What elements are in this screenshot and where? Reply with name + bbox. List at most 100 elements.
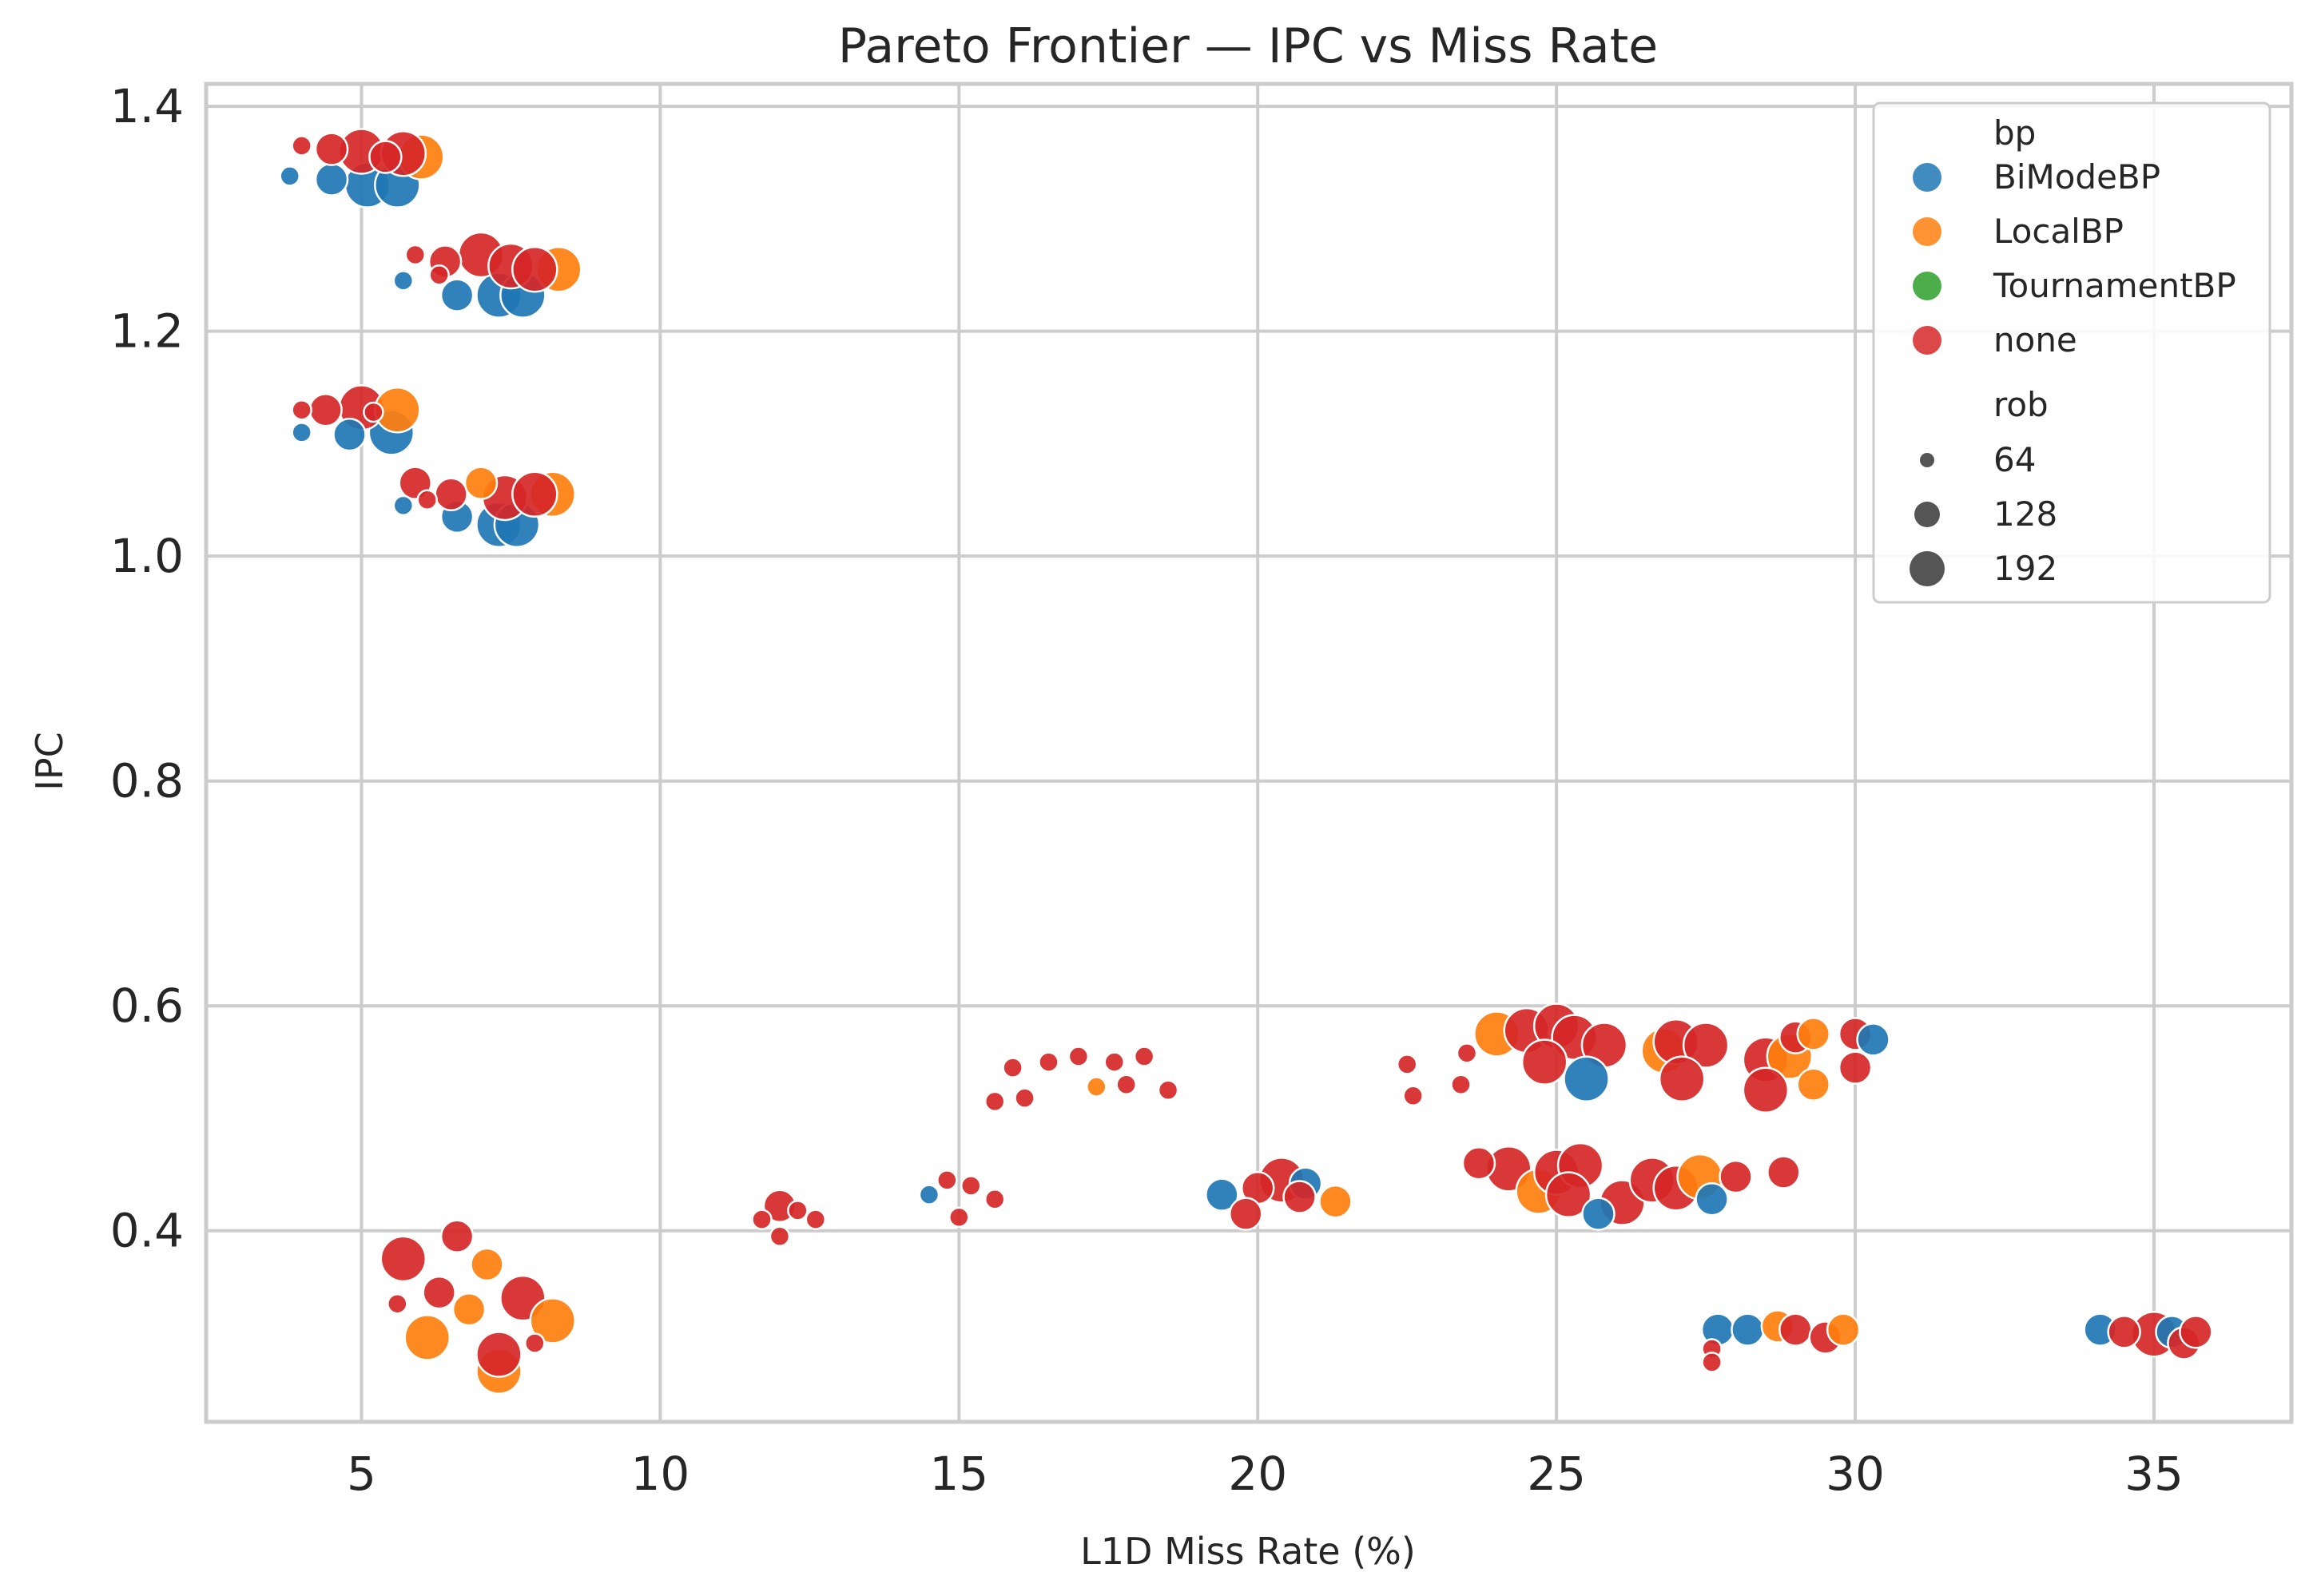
x-tick-label: 25 xyxy=(1527,1447,1586,1501)
data-point xyxy=(279,165,300,187)
data-point xyxy=(392,270,415,292)
data-point xyxy=(1115,1074,1137,1095)
data-point xyxy=(363,401,384,423)
data-points xyxy=(279,128,2213,1395)
data-point xyxy=(1402,1085,1424,1107)
data-point xyxy=(1581,1197,1616,1231)
data-point xyxy=(416,489,438,511)
legend-size-label: 64 xyxy=(1993,440,2036,479)
legend-size-marker xyxy=(1920,453,1934,467)
data-point xyxy=(787,1200,809,1221)
data-point xyxy=(1563,1055,1610,1102)
x-tick-label: 30 xyxy=(1826,1447,1885,1501)
data-point xyxy=(1731,1312,1765,1347)
data-point xyxy=(392,494,415,517)
data-point xyxy=(1103,1051,1125,1073)
data-point xyxy=(1796,1067,1830,1102)
data-point xyxy=(1838,1050,1873,1085)
data-point xyxy=(291,399,312,421)
y-tick-label: 0.8 xyxy=(110,754,184,808)
data-point xyxy=(428,264,450,286)
data-point xyxy=(1544,1171,1592,1218)
data-point xyxy=(1767,1155,1801,1189)
legend-size-title: rob xyxy=(1993,385,2049,424)
data-point xyxy=(1456,1042,1478,1064)
data-point xyxy=(1086,1076,1107,1098)
x-tick-label: 35 xyxy=(2124,1447,2184,1501)
data-point xyxy=(291,135,312,157)
data-point xyxy=(1682,1022,1730,1069)
data-point xyxy=(314,162,349,197)
y-tick-label: 1.0 xyxy=(110,529,184,583)
data-point xyxy=(368,140,403,174)
data-point xyxy=(511,470,558,518)
data-point xyxy=(1695,1182,1729,1217)
data-point xyxy=(332,417,367,452)
data-point xyxy=(451,1292,487,1327)
data-point xyxy=(1133,1046,1155,1067)
data-point xyxy=(1520,1038,1568,1086)
data-point xyxy=(1742,1066,1790,1114)
y-tick-label: 1.4 xyxy=(110,79,184,133)
data-point xyxy=(960,1175,982,1197)
legend-size-label: 192 xyxy=(1993,549,2057,588)
data-point xyxy=(422,1275,456,1310)
x-tick-label: 10 xyxy=(630,1447,690,1501)
legend-marker xyxy=(1913,163,1941,192)
data-point xyxy=(1157,1079,1179,1102)
legend-marker xyxy=(1913,272,1941,300)
data-point xyxy=(1038,1051,1059,1073)
legend-marker xyxy=(1913,326,1941,355)
data-point xyxy=(1014,1087,1035,1109)
legend-size-marker xyxy=(1910,551,1945,586)
data-point xyxy=(308,392,343,427)
data-point xyxy=(769,1225,791,1248)
data-point xyxy=(475,1331,523,1378)
data-point xyxy=(1229,1197,1263,1231)
data-point xyxy=(529,1297,577,1344)
tick-labels: 5 10 15 20 25 30 35 0.4 0.6 0.8 1.0 1.2 1.4 xyxy=(110,79,2184,1501)
x-tick-label: 20 xyxy=(1228,1447,1287,1501)
data-point xyxy=(1318,1184,1353,1219)
legend-hue-title: bp xyxy=(1993,113,2036,153)
data-point xyxy=(1450,1074,1472,1095)
plot-frame xyxy=(204,81,2294,1424)
legend-box xyxy=(1872,101,2271,604)
data-point xyxy=(805,1209,827,1230)
legend-sizes: 64 128 192 xyxy=(1910,440,2057,588)
legend-series-label: TournamentBP xyxy=(1993,266,2236,305)
legend-series-label: LocalBP xyxy=(1993,212,2124,251)
data-point xyxy=(1658,1055,1706,1102)
x-tick-label: 5 xyxy=(347,1447,376,1501)
data-point xyxy=(1461,1146,1496,1181)
data-point xyxy=(403,1314,451,1361)
data-point xyxy=(511,245,558,293)
data-point xyxy=(1826,1312,1861,1347)
data-point xyxy=(1282,1180,1317,1214)
x-axis-label: L1D Miss Rate (%) xyxy=(1080,1530,1416,1573)
legend-size-label: 128 xyxy=(1993,494,2057,534)
data-point xyxy=(1396,1054,1418,1075)
data-point xyxy=(2179,1315,2213,1349)
data-point xyxy=(1067,1046,1090,1067)
data-point xyxy=(380,1235,427,1283)
data-point xyxy=(2107,1315,2141,1349)
data-point xyxy=(439,1219,475,1254)
data-point xyxy=(314,132,349,166)
data-point xyxy=(984,1189,1006,1210)
data-point xyxy=(1701,1352,1723,1373)
legend: bp BiModeBP LocalBP TournamentBP none rob 6… xyxy=(1872,101,2271,604)
data-point xyxy=(1796,1017,1830,1051)
data-point xyxy=(387,1292,408,1315)
y-tick-label: 1.2 xyxy=(110,304,184,359)
data-point xyxy=(1205,1177,1239,1212)
legend-series: BiModeBP LocalBP TournamentBP none xyxy=(1913,157,2236,359)
data-point xyxy=(918,1184,940,1205)
data-point xyxy=(439,278,475,312)
legend-size-marker xyxy=(1914,502,1940,527)
legend-series-label: BiModeBP xyxy=(1993,157,2160,197)
data-point xyxy=(984,1090,1006,1113)
y-tick-label: 0.4 xyxy=(110,1204,184,1258)
chart-title: Pareto Frontier — IPC vs Miss Rate xyxy=(838,18,1658,74)
legend-series-label: none xyxy=(1993,320,2077,359)
